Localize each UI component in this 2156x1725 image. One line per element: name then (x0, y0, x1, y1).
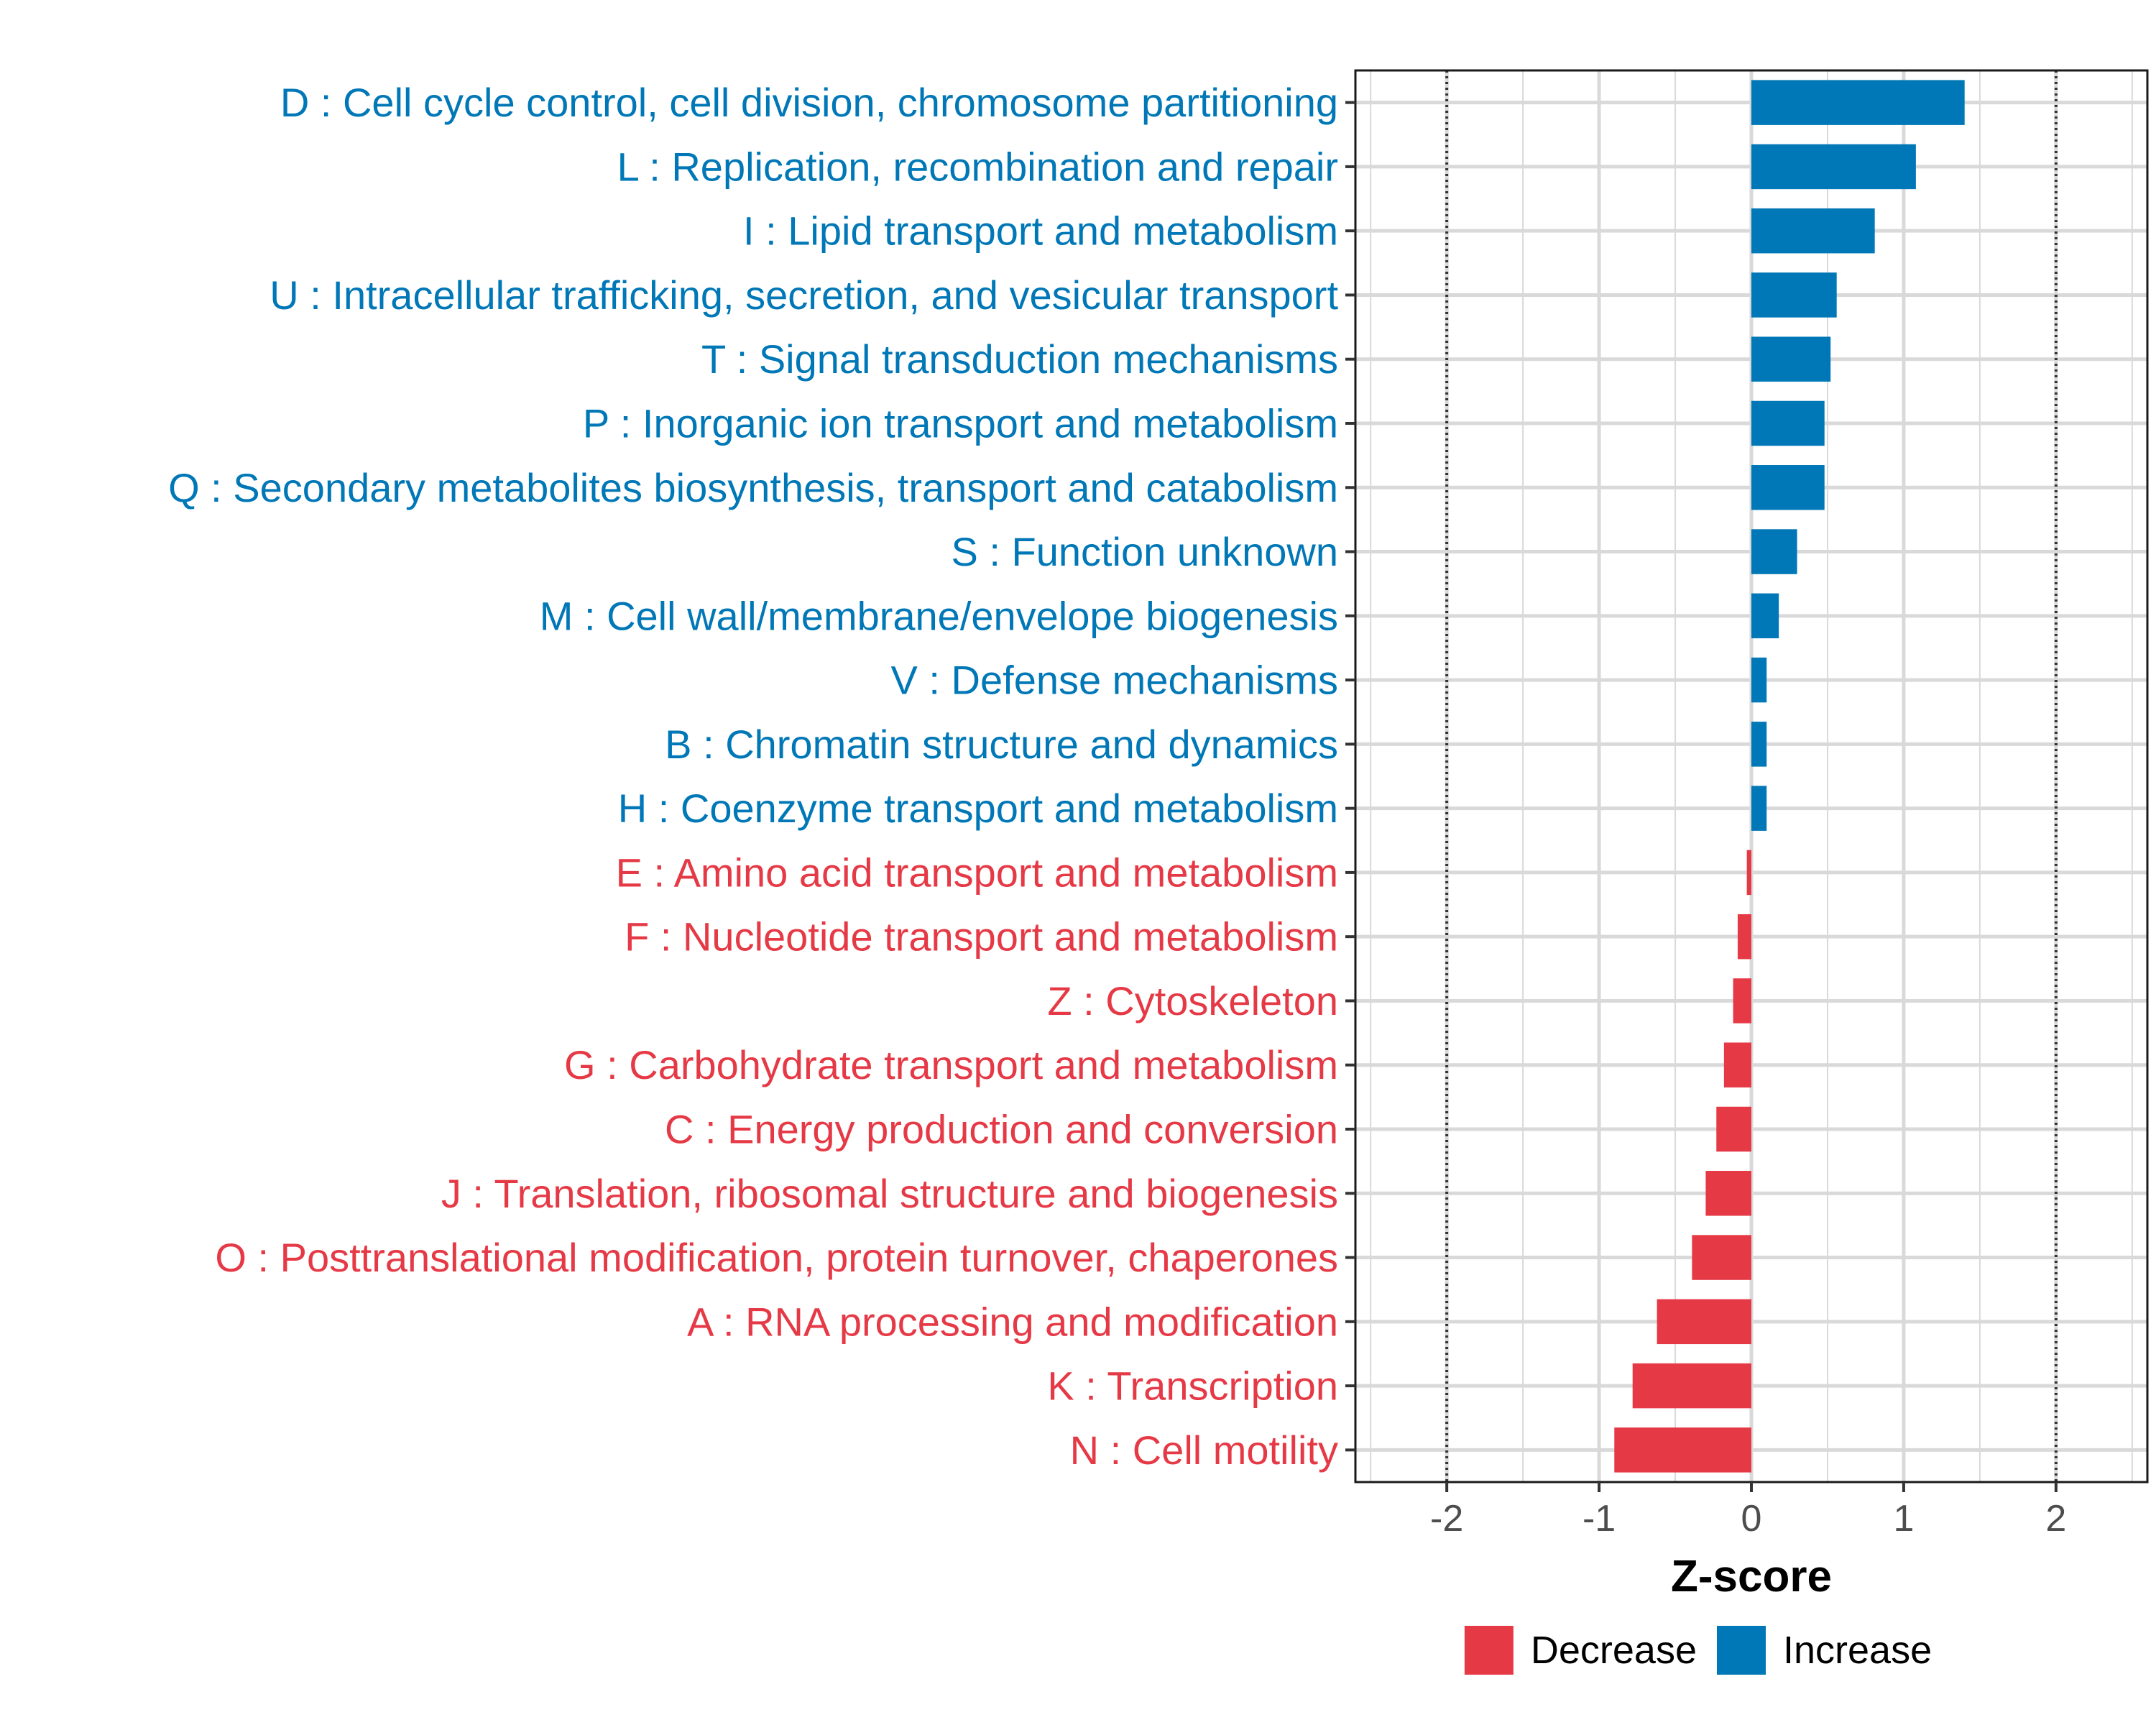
bar-b (1751, 722, 1767, 767)
category-label: V : Defense mechanisms (891, 658, 1338, 703)
bar-t (1751, 336, 1831, 382)
bar-m (1751, 593, 1779, 639)
category-label: G : Carbohydrate transport and metabolis… (564, 1042, 1338, 1087)
bar-s (1751, 529, 1797, 574)
x-tick-label: -2 (1430, 1498, 1463, 1540)
x-tick-label: 1 (1893, 1498, 1914, 1540)
category-label: O : Posttranslational modification, prot… (215, 1235, 1338, 1280)
x-axis: -2 -1 0 1 2 (1430, 1482, 2066, 1540)
bar-q (1751, 465, 1825, 510)
bar-z (1733, 978, 1751, 1024)
category-label: U : Intracellular trafficking, secretion… (270, 272, 1338, 318)
bar-e (1746, 850, 1751, 896)
category-label: C : Energy production and conversion (665, 1107, 1338, 1152)
category-label: D : Cell cycle control, cell division, c… (280, 80, 1338, 125)
x-tick-label: -1 (1583, 1498, 1616, 1540)
bar-i (1751, 208, 1875, 254)
legend-key-increase (1716, 1626, 1766, 1675)
category-label: J : Translation, ribosomal structure and… (441, 1171, 1338, 1216)
bar-c (1716, 1106, 1751, 1152)
category-label: F : Nucleotide transport and metabolism (625, 914, 1338, 960)
bar-o (1692, 1235, 1751, 1280)
legend-label-decrease: Decrease (1531, 1629, 1697, 1672)
x-axis-title: Z-score (1671, 1552, 1832, 1601)
category-label: I : Lipid transport and metabolism (743, 208, 1338, 254)
category-axis: D : Cell cycle control, cell division, c… (168, 80, 1355, 1473)
bar-l (1751, 144, 1916, 190)
vertical-gridlines (1370, 70, 2133, 1482)
category-label: H : Coenzyme transport and metabolism (618, 786, 1338, 831)
category-label: K : Transcription (1047, 1363, 1338, 1409)
category-label: A : RNA processing and modification (687, 1299, 1338, 1344)
bar-j (1705, 1171, 1751, 1216)
bar-h (1751, 786, 1767, 831)
category-label: M : Cell wall/membrane/envelope biogenes… (540, 593, 1338, 638)
category-label: Z : Cytoskeleton (1047, 978, 1338, 1024)
category-label: N : Cell motility (1070, 1427, 1338, 1473)
category-label: Q : Secondary metabolites biosynthesis, … (168, 465, 1338, 510)
legend: Decrease Increase (1464, 1626, 1932, 1675)
bar-n (1614, 1427, 1751, 1473)
category-label: T : Signal transduction mechanisms (701, 336, 1338, 382)
category-label: B : Chromatin structure and dynamics (665, 722, 1338, 767)
category-label: E : Amino acid transport and metabolism (616, 850, 1338, 895)
category-label: L : Replication, recombination and repai… (617, 144, 1338, 189)
legend-key-decrease (1464, 1626, 1514, 1675)
category-label: P : Inorganic ion transport and metaboli… (583, 401, 1338, 446)
bar-d (1751, 80, 1965, 125)
x-tick-label: 0 (1741, 1498, 1762, 1540)
bar-g (1723, 1042, 1751, 1087)
bar-a (1657, 1299, 1751, 1345)
bar-p (1751, 400, 1825, 446)
bar-v (1751, 657, 1767, 703)
category-label: S : Function unknown (951, 529, 1338, 574)
bar-f (1737, 914, 1751, 960)
x-tick-label: 2 (2045, 1498, 2066, 1540)
bar-k (1632, 1363, 1751, 1409)
bars (1614, 80, 1965, 1473)
legend-label-increase: Increase (1783, 1629, 1932, 1672)
bar-u (1751, 272, 1837, 318)
